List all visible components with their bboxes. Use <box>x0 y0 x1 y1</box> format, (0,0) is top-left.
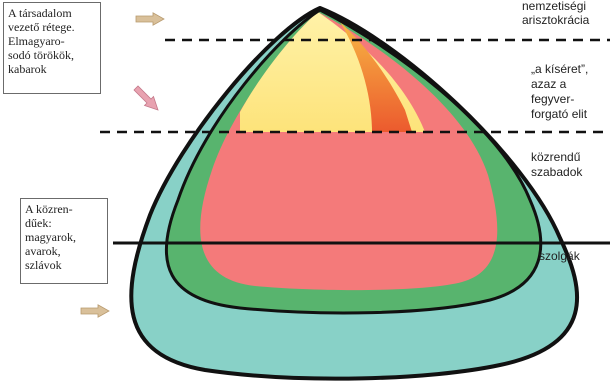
elite-box-line: sodó törökök, <box>8 48 74 62</box>
arrow-diagonal-pink-icon <box>133 85 159 111</box>
elite-box-line: Elmagyaro- <box>8 34 65 48</box>
arrow-right-bottom-icon <box>80 304 110 318</box>
elite-box-line: vezető rétege. <box>8 20 75 34</box>
retinue-label-line: forgató elit <box>531 107 588 121</box>
commoners-box-line: avarok, <box>25 244 61 258</box>
retinue-label-line: azaz a <box>531 77 567 91</box>
servants-label: szolgák <box>539 249 580 263</box>
middle-layer-outline <box>164 8 543 315</box>
aristocracy-label-line: arisztokrácia <box>522 13 590 27</box>
freemen-label-line: szabadok <box>531 165 583 179</box>
aristocracy-label-line: nemzetiségi <box>522 0 587 13</box>
freemen-label: közrendű szabadok <box>531 150 582 180</box>
commoners-box-line: A közren- <box>25 202 73 216</box>
servants-label-line: szolgák <box>539 249 580 263</box>
commoners-box-line: magyarok, <box>25 230 76 244</box>
top-orange-region <box>340 22 412 132</box>
arrow-right-top-icon <box>135 12 165 26</box>
elite-description-box: A társadalom vezető rétege. Elmagyaro- s… <box>3 2 101 94</box>
elite-box-line: kabarok <box>8 62 47 76</box>
commoners-description-box: A közren- dűek: magyarok, avarok, szlávo… <box>20 198 108 284</box>
retinue-label: „a kíséret”, azaz a fegyver- forgató eli… <box>531 62 588 122</box>
retinue-label-line: fegyver- <box>531 92 575 106</box>
retinue-label-line: „a kíséret”, <box>531 62 589 76</box>
elite-box-line: A társadalom <box>8 6 72 20</box>
commoners-box-line: dűek: <box>25 216 52 230</box>
freemen-label-line: közrendű <box>531 150 581 164</box>
commoners-box-line: szlávok <box>25 258 62 272</box>
aristocracy-label: nemzetiségi arisztokrácia <box>522 0 589 27</box>
outer-layer-outline <box>129 6 580 381</box>
